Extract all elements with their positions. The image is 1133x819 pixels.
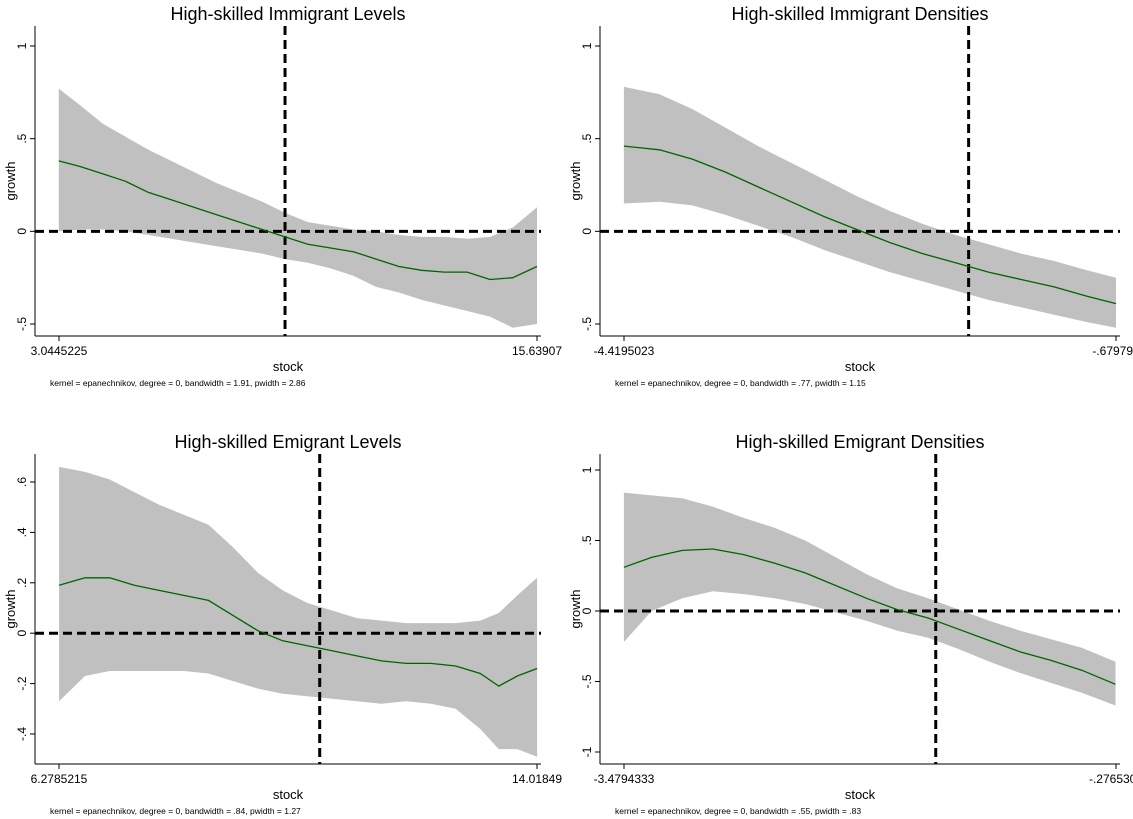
x-tick-label: 3.0445225 (31, 344, 88, 358)
y-axis-label: growth (3, 589, 18, 628)
y-tick-label: .4 (15, 527, 29, 537)
kernel-note: kernel = epanechnikov, degree = 0, bandw… (50, 378, 306, 388)
x-tick-label: 6.2785215 (31, 772, 88, 786)
y-tick-label: .2 (15, 577, 29, 587)
chart-title: High-skilled Emigrant Levels (174, 432, 401, 452)
fit-line (623, 145, 1117, 305)
x-tick-label: 15.63907 (512, 344, 562, 358)
chart-panel-4: -1 -.5 0 .5 1 -3.4794333 -.2765301 High-skilled… (568, 432, 1133, 816)
x-axis-label: stock (845, 359, 876, 374)
fit-line (58, 577, 538, 687)
y-tick-label: .5 (15, 133, 29, 143)
chart-title: High-skilled Emigrant Densities (735, 432, 984, 452)
y-tick-label: -1 (580, 746, 594, 757)
y-tick-label: .6 (15, 477, 29, 487)
x-tick-label: -.679793 (1092, 344, 1133, 358)
y-tick-label: -.5 (15, 317, 29, 331)
y-tick-label: 1 (580, 466, 594, 473)
kernel-note: kernel = epanechnikov, degree = 0, bandw… (615, 806, 861, 816)
y-tick-label: -.2 (15, 676, 29, 690)
y-tick-label: -.5 (580, 674, 594, 688)
chart-panel-3: -.4 -.2 0 .2 .4 .6 6.2785215 14.01849 High-skill… (3, 432, 562, 816)
x-axis-label: stock (273, 359, 304, 374)
y-axis-label: growth (568, 161, 583, 200)
y-tick-label: 0 (580, 607, 594, 614)
x-axis-label: stock (273, 787, 304, 802)
confidence-band (58, 88, 538, 328)
chart-title: High-skilled Immigrant Densities (731, 4, 988, 24)
fit-line (58, 160, 538, 281)
y-axis-label: growth (568, 589, 583, 628)
confidence-band (59, 466, 538, 757)
x-tick-label: -.2765301 (1089, 772, 1133, 786)
y-tick-label: -.4 (15, 727, 29, 741)
y-tick-label: 0 (580, 228, 594, 235)
y-tick-label: .5 (580, 535, 594, 545)
x-tick-label: -4.4195023 (594, 344, 655, 358)
fit-line (623, 548, 1116, 685)
y-tick-label: -.5 (580, 317, 594, 331)
confidence-band (623, 86, 1116, 328)
x-tick-label: 14.01849 (512, 772, 562, 786)
chart-title: High-skilled Immigrant Levels (170, 4, 405, 24)
x-tick-label: -3.4794333 (594, 772, 655, 786)
chart-panel-1: -.5 0 .5 1 3.0445225 15.63907 High-skilled Imm… (3, 4, 562, 388)
y-tick-label: 0 (15, 630, 29, 637)
y-tick-label: 0 (15, 228, 29, 235)
kernel-note: kernel = epanechnikov, degree = 0, bandw… (615, 378, 866, 388)
kernel-note: kernel = epanechnikov, degree = 0, bandw… (50, 806, 301, 816)
y-tick-label: .5 (580, 133, 594, 143)
y-tick-label: 1 (15, 42, 29, 49)
x-axis-label: stock (845, 787, 876, 802)
y-axis-label: growth (3, 161, 18, 200)
y-tick-label: 1 (580, 42, 594, 49)
chart-panel-2: -.5 0 .5 1 -4.4195023 -.679793 High-skilled Im… (568, 4, 1133, 388)
